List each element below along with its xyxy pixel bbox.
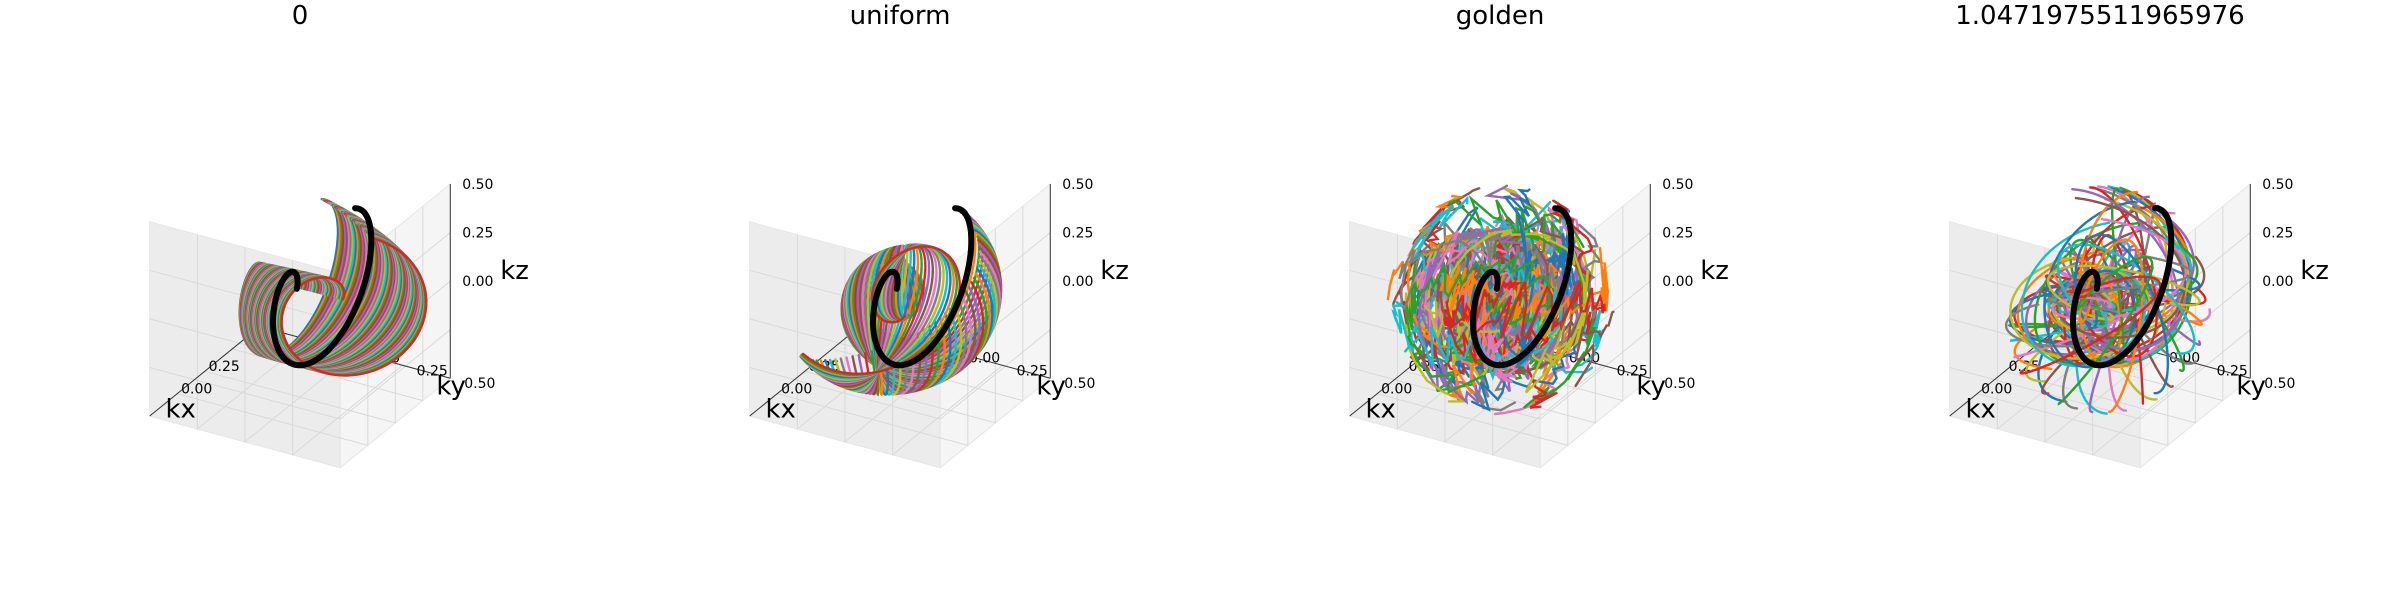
- trajectory-line: [2056, 243, 2196, 355]
- highlighted-trajectory: [269, 205, 375, 369]
- trajectory-line: [2046, 254, 2194, 313]
- chart-title: 1.0471975511965976: [1955, 1, 2244, 31]
- trajectory-line: [280, 237, 428, 377]
- gridline: [2004, 228, 2196, 424]
- trajectory-line: [2071, 186, 2158, 358]
- z-axis-label: kz: [2300, 256, 2329, 286]
- subplot-4: 1.0471975511965976 0.00 0.25 0.00 0.25 0.50 0.…: [1948, 1, 2329, 469]
- z-axis-label: kz: [1700, 256, 1729, 286]
- trajectory-line: [1443, 279, 1606, 341]
- z-tick-label: 0.25: [462, 226, 493, 242]
- x-axis-line: [149, 326, 261, 417]
- highlighted-trajectory: [2069, 205, 2175, 369]
- x-tick-label: 0.25: [209, 359, 240, 375]
- x-tick-label: 0.00: [1381, 381, 1412, 397]
- z-tick-label: 0.00: [1062, 274, 1093, 290]
- z-tick-label: 0.50: [462, 177, 493, 193]
- trajectory-line: [1404, 255, 1553, 394]
- y-tick-label: 0.50: [1664, 376, 1695, 392]
- z-tick-label: 0.00: [2262, 274, 2293, 290]
- highlighted-trajectory: [869, 205, 975, 369]
- subplot-3: golden0.000.250.000.250.500.000.250.50kx…: [1348, 1, 1729, 469]
- gridline: [1377, 251, 1569, 446]
- gridline: [196, 234, 308, 430]
- y-axis-label: ky: [2236, 372, 2266, 402]
- x-axis-label: kx: [166, 394, 196, 424]
- gridline: [796, 234, 908, 430]
- highlighted-trajectory: [1469, 205, 1575, 369]
- chart-title: 0: [292, 1, 309, 31]
- y-tick-label: 0.50: [1064, 376, 1095, 392]
- trajectory-line: [851, 244, 912, 395]
- gridline: [1349, 329, 1651, 420]
- z-tick-label: 0.50: [1662, 177, 1693, 193]
- y-tick-label: 0.25: [1617, 363, 1648, 379]
- z-axis-label: kz: [500, 256, 529, 286]
- y-axis-label: ky: [436, 372, 466, 402]
- z-tick-label: 0.00: [462, 274, 493, 290]
- x-axis-label: kx: [1966, 394, 1996, 424]
- trajectory-line: [2055, 196, 2187, 339]
- gridline: [292, 260, 403, 456]
- gridline: [1996, 234, 2108, 430]
- z-tick-label: 0.25: [2262, 226, 2293, 242]
- y-tick-label: 0.25: [2217, 363, 2248, 379]
- trajectory-line: [863, 245, 914, 396]
- x-tick-label: 0.00: [781, 381, 812, 397]
- x-tick-label: 0.00: [1981, 381, 2012, 397]
- x-tick-label: 0.00: [181, 381, 212, 397]
- subplot-2: uniform0.000.250.000.250.500.000.250.50k…: [748, 1, 1129, 469]
- gridline: [149, 329, 451, 420]
- y-tick-label: 0.50: [464, 376, 495, 392]
- trajectories: [2004, 185, 2212, 415]
- x-axis-line: [749, 326, 861, 417]
- trajectories: [799, 205, 1003, 397]
- chart-title: uniform: [850, 1, 951, 31]
- y-tick-label: 0.50: [2264, 376, 2295, 392]
- x-axis-label: kx: [1366, 394, 1396, 424]
- y-axis-label: ky: [1036, 372, 1066, 402]
- y-tick-label: 0.25: [417, 363, 448, 379]
- trajectory-line: [2061, 188, 2180, 351]
- trajectory-line: [2074, 233, 2170, 395]
- gridline: [749, 329, 1051, 420]
- y-axis-label: ky: [1636, 372, 1666, 402]
- z-tick-label: 0.50: [2262, 177, 2293, 193]
- x-axis-label: kx: [766, 394, 796, 424]
- trajectory-line: [2078, 238, 2145, 414]
- y-tick-label: 0.25: [1017, 363, 1048, 379]
- z-tick-label: 0.25: [1062, 226, 1093, 242]
- trajectories: [238, 198, 428, 377]
- z-axis-label: kz: [1100, 256, 1129, 286]
- z-tick-label: 0.50: [1062, 177, 1093, 193]
- chart-title: golden: [1456, 1, 1545, 31]
- trajectories: [1386, 184, 1615, 416]
- gridline: [1949, 329, 2251, 420]
- z-tick-label: 0.00: [1662, 274, 1693, 290]
- z-tick-label: 0.25: [1662, 226, 1693, 242]
- trajectory-line: [870, 245, 915, 397]
